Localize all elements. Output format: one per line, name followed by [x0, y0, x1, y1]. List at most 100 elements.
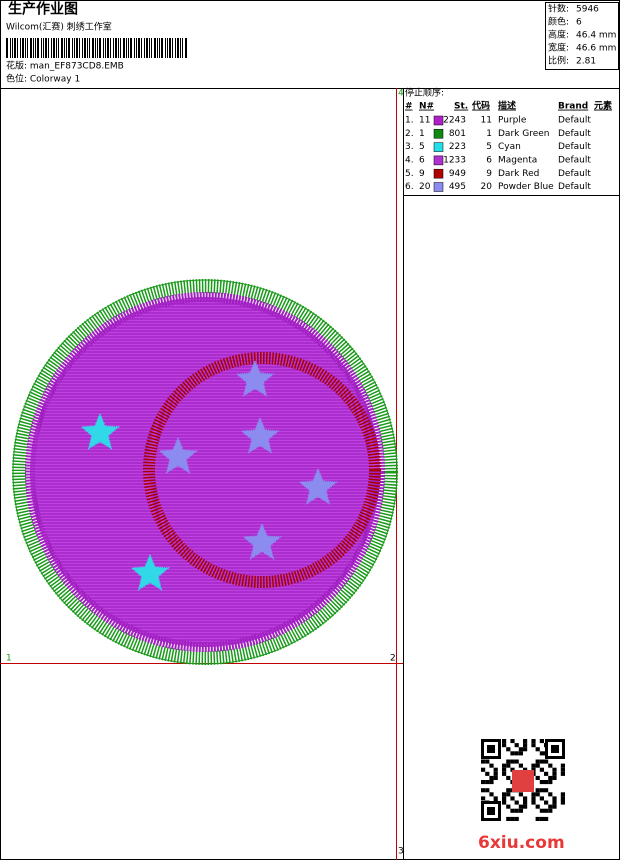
table-cell: Powder Blue: [498, 182, 554, 192]
table-cell: 4.: [405, 155, 414, 165]
qr-module: [502, 767, 507, 772]
qr-module: [518, 792, 523, 797]
bar-stripe: [76, 38, 78, 58]
qr-module: [506, 792, 511, 797]
column-header: #: [405, 102, 413, 112]
star: [240, 416, 280, 454]
table-cell: 11: [481, 116, 492, 126]
info-box: [545, 2, 619, 70]
table-cell: Default: [558, 169, 591, 179]
bar-stripe: [130, 38, 132, 58]
bar-stripe: [175, 38, 176, 58]
table-cell: 5: [419, 142, 425, 152]
qr-module: [510, 739, 515, 744]
qr-module: [539, 816, 544, 821]
star: [298, 467, 338, 505]
qr-module: [544, 800, 549, 805]
qr-module: [531, 763, 536, 768]
bar-stripe: [66, 38, 67, 58]
qr-module: [514, 808, 519, 813]
bar-stripe: [14, 38, 16, 58]
bar-stripe: [68, 38, 70, 58]
column-header: 代码: [471, 100, 490, 112]
table-cell: 1.: [405, 116, 414, 126]
qr-module: [548, 763, 553, 768]
info-value: 46.4 mm: [576, 31, 616, 41]
qr-module: [523, 739, 528, 744]
qr-module: [535, 747, 540, 752]
star: [235, 359, 275, 397]
qr-module: [544, 788, 549, 793]
bar-stripe: [27, 38, 28, 58]
bar-stripe: [118, 38, 119, 58]
qr-module: [514, 800, 519, 805]
bar-stripe: [99, 38, 101, 58]
qr-module: [518, 751, 523, 756]
colorway: 色位: Colorway 1: [6, 73, 80, 85]
qr-module: [502, 771, 507, 776]
bar-stripe: [151, 38, 152, 58]
info-label: 针数:: [548, 3, 569, 15]
bar-stripe: [12, 38, 13, 58]
table-cell: 6: [486, 155, 492, 165]
qr-module: [481, 788, 486, 793]
qr-module: [493, 775, 498, 780]
qr-module: [548, 792, 553, 797]
qr-module: [539, 767, 544, 772]
corner-label: 1: [6, 654, 12, 664]
qr-module: [535, 816, 540, 821]
qr-module: [535, 788, 540, 793]
qr-module: [552, 804, 557, 809]
qr-module: [535, 759, 540, 764]
table-cell: 9: [419, 169, 425, 179]
qr-module: [523, 800, 528, 805]
table-cell: 6: [419, 155, 425, 165]
color-swatch: [433, 115, 444, 126]
bar-stripe: [107, 38, 109, 58]
table-cell: Default: [558, 116, 591, 126]
table-cell: 2243: [443, 116, 466, 126]
bar-stripe: [110, 38, 111, 58]
bar-stripe: [17, 38, 18, 58]
bar-stripe: [53, 38, 55, 58]
bar-stripe: [95, 38, 96, 58]
qr-module: [485, 771, 490, 776]
color-swatch: [433, 182, 444, 192]
bar-stripe: [58, 38, 59, 58]
qr-module: [552, 800, 557, 805]
table-cell: 1: [486, 129, 492, 139]
qr-module: [502, 800, 507, 805]
bar-stripe: [84, 38, 86, 58]
bar-stripe: [79, 38, 80, 58]
info-value: 2.81: [576, 57, 596, 67]
qr-module: [485, 780, 490, 785]
bar-stripe: [22, 38, 24, 58]
column-header: 描述: [498, 100, 516, 112]
qr-module: [552, 775, 557, 780]
qr-module: [552, 767, 557, 772]
bar-stripe: [157, 38, 158, 58]
qr-module: [552, 771, 557, 776]
bar-stripe: [172, 38, 173, 58]
bar-stripe: [33, 38, 34, 58]
qr-module: [506, 816, 511, 821]
info-value: 5946: [576, 5, 599, 15]
bar-stripe: [128, 38, 129, 58]
qr-module: [510, 759, 515, 764]
info-label: 宽度:: [548, 42, 569, 54]
bar-stripe: [43, 38, 44, 58]
qr-module: [531, 796, 536, 801]
qr-module: [539, 808, 544, 813]
table-cell: 1: [419, 129, 425, 139]
table-cell: Default: [558, 182, 591, 192]
qr-module: [560, 767, 565, 772]
bar-stripe: [154, 38, 156, 58]
qr-module: [539, 739, 544, 744]
bar-stripe: [48, 38, 49, 58]
qr-module: [506, 759, 511, 764]
table-cell: 11: [419, 116, 430, 126]
qr-module: [514, 743, 519, 748]
bar-stripe: [45, 38, 47, 58]
table-cell: Magenta: [498, 155, 537, 165]
